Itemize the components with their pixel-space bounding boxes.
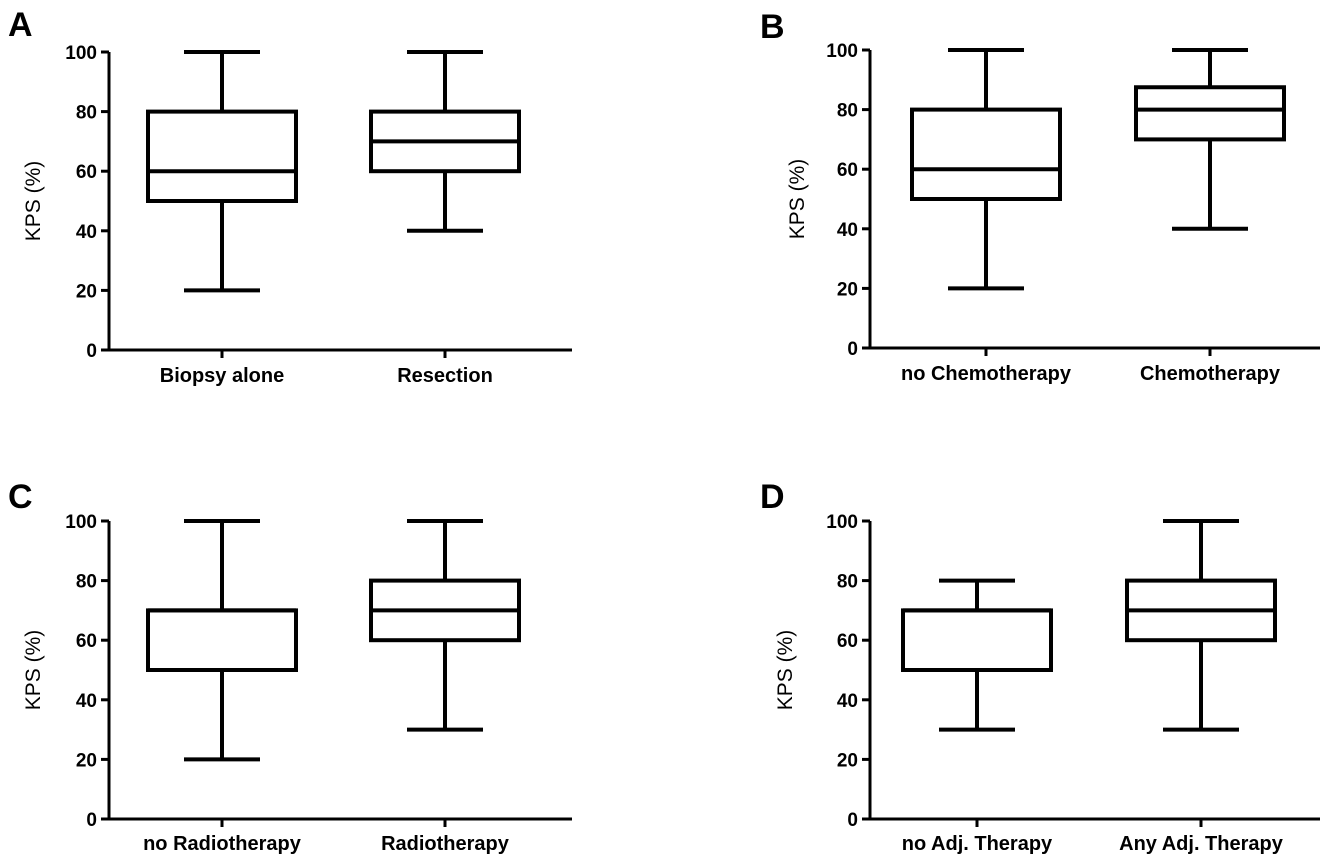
y-tick-label: 0 [86,810,97,831]
panel-letter: D [760,478,785,516]
panel-c: C 0 20 40 60 80 100 KPS (%) no Radiotherapy Radio… [8,478,572,855]
box-plot [1134,48,1286,231]
panel-letter: C [8,478,33,516]
x-tick-label: Resection [397,365,493,387]
y-tick-label: 80 [837,572,858,593]
y-tick-label: 20 [837,279,858,300]
box-plot [1125,519,1277,732]
iqr-box [146,109,298,203]
iqr-box [910,107,1062,201]
box-plot [901,578,1053,732]
x-tick-label: Any Adj. Therapy [1119,833,1284,855]
box-plot [146,50,298,293]
y-tick-label: 80 [76,572,97,593]
iqr-box [1134,85,1286,142]
iqr-box [146,608,298,673]
x-tick-label: Chemotherapy [1140,363,1281,385]
y-tick-label: 100 [65,43,97,64]
y-tick-label: 100 [826,512,858,533]
y-tick-label: 40 [76,691,97,712]
x-tick-label: Biopsy alone [160,365,284,387]
y-tick-label: 20 [76,750,97,771]
y-tick-label: 100 [826,41,858,62]
panel-letter: A [8,6,33,44]
x-tick-label: no Chemotherapy [901,363,1072,385]
y-axis-title: KPS (%) [22,161,45,242]
y-tick-label: 40 [837,220,858,241]
y-axis-title: KPS (%) [786,159,809,240]
y-tick-label: 60 [76,162,97,183]
y-tick-label: 60 [837,160,858,181]
y-tick-label: 80 [76,103,97,124]
y-tick-label: 60 [837,631,858,652]
box-plot [146,519,298,762]
panel-b: B 0 20 40 60 80 100 KPS (%) no Chemotherapy Chemo… [760,8,1320,385]
iqr-box [901,608,1053,673]
y-tick-label: 0 [86,341,97,362]
y-tick-label: 100 [65,512,97,533]
y-tick-label: 0 [847,339,858,360]
x-tick-label: no Adj. Therapy [902,833,1053,855]
y-axis-title: KPS (%) [22,630,45,711]
y-tick-label: 40 [76,222,97,243]
panel-a: A 0 20 40 60 80 100 KPS (%) Biopsy alone Resectio… [8,6,572,387]
panel-letter: B [760,8,785,46]
box-plot [369,519,521,732]
y-tick-label: 60 [76,631,97,652]
box-plot [369,50,521,233]
y-axis-title: KPS (%) [774,630,797,711]
y-tick-label: 20 [837,750,858,771]
y-tick-label: 0 [847,810,858,831]
x-tick-label: Radiotherapy [381,833,510,855]
y-tick-label: 80 [837,101,858,122]
x-tick-label: no Radiotherapy [143,833,302,855]
box-plot [910,48,1062,291]
panel-d: D 0 20 40 60 80 100 KPS (%) no Adj. Therapy Any A… [760,478,1320,855]
y-tick-label: 20 [76,281,97,302]
y-tick-label: 40 [837,691,858,712]
